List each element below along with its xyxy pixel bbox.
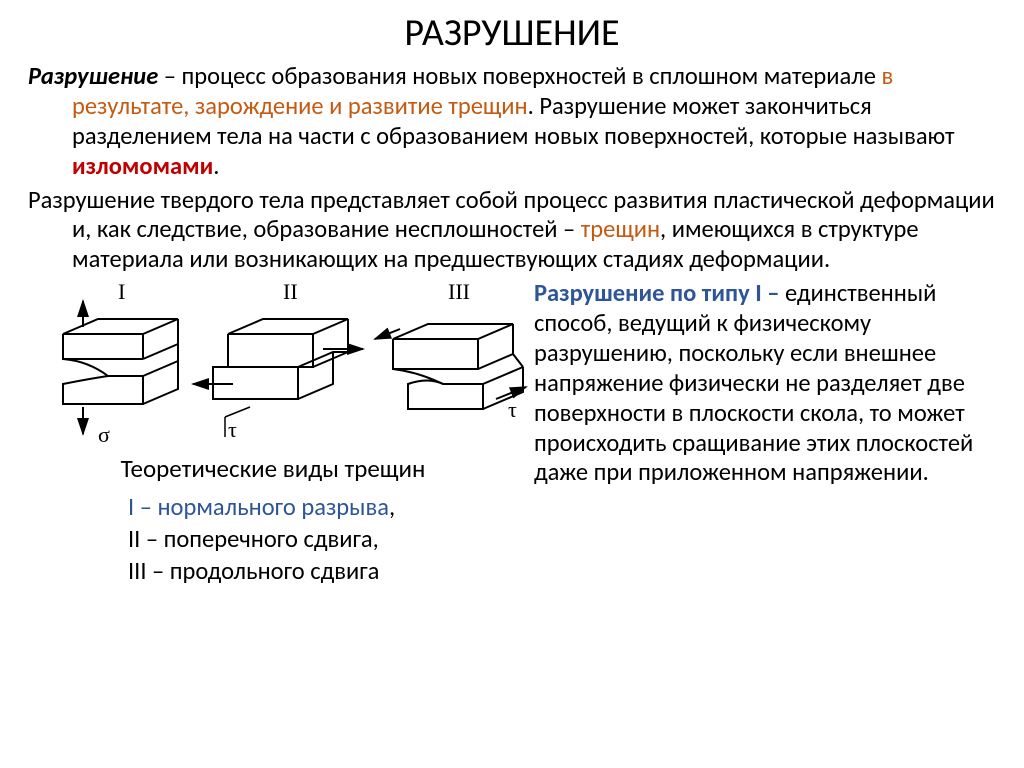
legend-1-comma: ,: [389, 492, 395, 522]
legend-1: I – нормального разрыва: [128, 492, 389, 522]
left-column: I σ II τ: [28, 279, 528, 588]
legend: I – нормального разрыва, II – поперечног…: [28, 492, 528, 588]
p1-red: изломомами: [72, 151, 213, 181]
lead-term: Разрушение: [28, 61, 158, 91]
legend-3: III – продольного сдвига: [128, 556, 528, 588]
right-lead: Разрушение по типу I –: [534, 278, 779, 308]
tau1-label: τ: [228, 417, 237, 442]
label-II: II: [283, 279, 298, 304]
legend-2: II – поперечного сдвига,: [128, 524, 528, 556]
right-column: Разрушение по типу I – единственный спос…: [528, 279, 996, 588]
p2-orange: трещин: [581, 214, 660, 244]
paragraph-2: Разрушение твердого тела представляет со…: [28, 186, 996, 276]
p1-text-3: .: [213, 151, 219, 181]
paragraph-1: Разрушение – процесс образования новых п…: [28, 62, 996, 182]
diagram-caption: Теоретические виды трещин: [18, 453, 528, 484]
right-body: единственный способ, ведущий к физическо…: [534, 278, 973, 487]
crack-modes-diagram: I σ II τ: [28, 279, 528, 449]
sigma-label: σ: [98, 422, 110, 447]
page-title: РАЗРУШЕНИЕ: [28, 10, 996, 56]
tau2-label: τ: [508, 397, 517, 422]
label-I: I: [118, 279, 125, 304]
diagram-svg: I σ II τ: [28, 279, 528, 454]
lower-row: I σ II τ: [28, 279, 996, 588]
p1-text-1: – процесс образования новых поверхностей…: [158, 61, 881, 91]
label-III: III: [448, 279, 470, 304]
